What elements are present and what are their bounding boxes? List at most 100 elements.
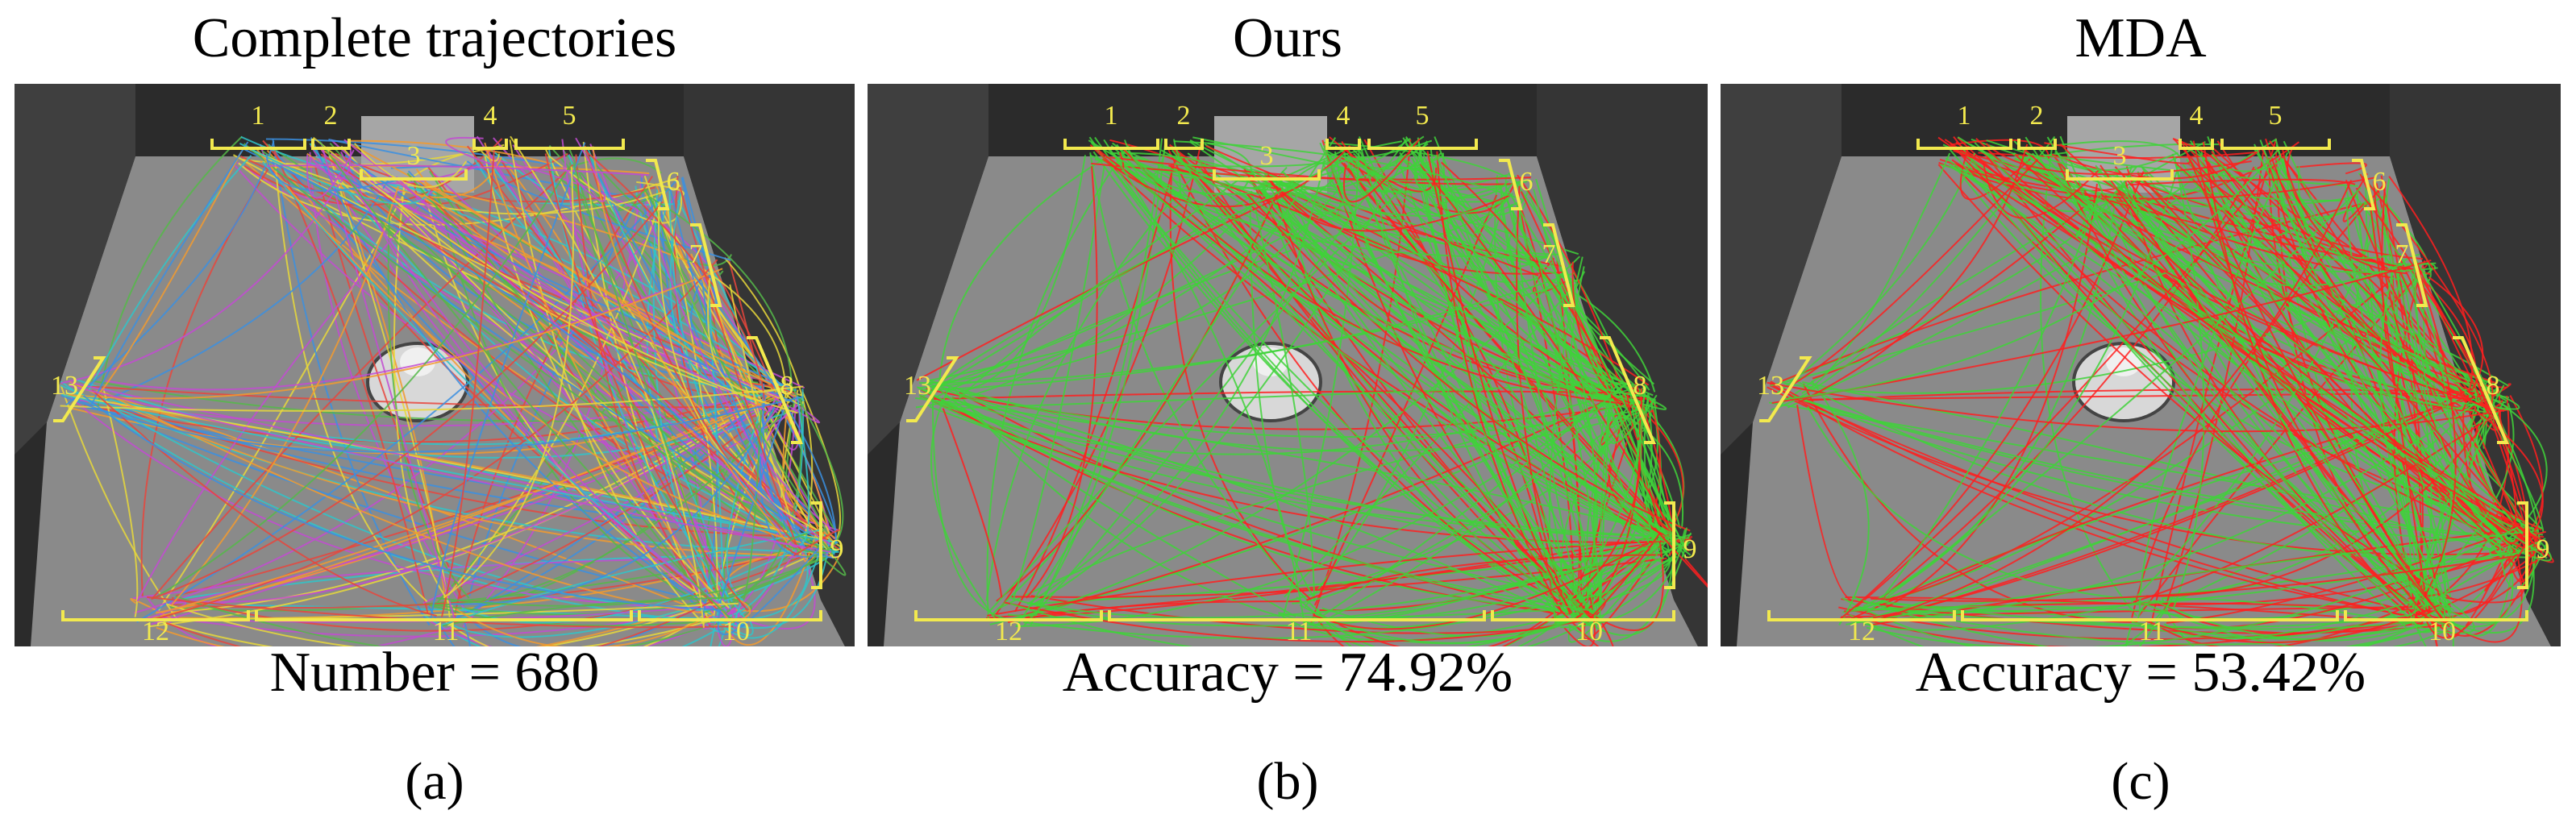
trajectory-path [793, 529, 841, 557]
region-bracket [1108, 610, 1486, 621]
trajectory-path [481, 150, 500, 162]
trajectory-path [1123, 139, 1252, 195]
trajectory-path [456, 609, 714, 646]
trajectory-path [434, 187, 688, 263]
trajectory-path [348, 139, 552, 165]
trajectory-path [1586, 543, 1664, 632]
trajectory-path [390, 164, 514, 169]
trajectory-path [1948, 163, 2536, 533]
region-label: 5 [563, 101, 576, 131]
region-label: 12 [995, 617, 1022, 646]
trajectory-path [1850, 390, 2497, 620]
trajectory-path [2100, 193, 2542, 531]
trajectory-path [1007, 600, 1300, 623]
trajectory-path [509, 139, 705, 625]
trajectory-path [1944, 139, 2504, 412]
region-bracket [210, 139, 306, 150]
trajectory-path [929, 405, 1584, 600]
trajectory-path [1850, 388, 2499, 623]
trajectory-path [1567, 529, 1677, 643]
trajectory-path [2075, 165, 2138, 238]
trajectory-path [986, 143, 1130, 620]
trajectory-path [424, 181, 771, 398]
trajectory-path [1113, 153, 1666, 542]
trajectory-path [2388, 176, 2474, 411]
trajectory-path [1533, 189, 1650, 543]
trajectory-path [1112, 142, 1667, 554]
trajectory-path [647, 195, 793, 391]
region-label: 10 [2428, 617, 2456, 646]
trajectory-path [2413, 259, 2524, 555]
trajectory-path [2129, 178, 2356, 186]
trajectory-path [1871, 555, 2514, 602]
trajectory-path [572, 164, 721, 600]
trajectory-path [938, 156, 1108, 389]
trajectory-path [267, 164, 649, 177]
trajectory-path [1950, 139, 2050, 160]
region-label: 8 [780, 371, 794, 401]
trajectory-path [1882, 166, 2255, 598]
trajectory-path [714, 596, 751, 627]
trajectory-path [2416, 274, 2453, 607]
region-bracket [2517, 501, 2528, 589]
trajectory-path [942, 408, 1003, 598]
trajectory-path [644, 203, 832, 530]
trajectory-path [947, 382, 1623, 410]
trajectory-path [175, 595, 705, 646]
left-wall [15, 84, 135, 455]
trajectory-path [142, 601, 187, 621]
region-label: 13 [904, 371, 931, 401]
panel-stat: Accuracy = 74.92% [1062, 642, 1513, 704]
trajectory-path [548, 155, 682, 224]
trajectory-path [1862, 599, 2151, 631]
trajectory-path [2163, 152, 2264, 612]
trajectory-path [1837, 171, 2145, 622]
region-bracket [1367, 139, 1478, 150]
panel-title: MDA [2075, 7, 2207, 69]
trajectory-path [154, 166, 571, 598]
panel-label: (c) [2111, 752, 2170, 811]
region-label: 7 [689, 239, 703, 269]
region-label: 4 [2190, 101, 2204, 131]
trajectory-path [335, 160, 719, 605]
trajectory-path [468, 605, 702, 646]
trajectory-path [484, 142, 730, 622]
region-bracket [311, 139, 351, 150]
region-label: 4 [484, 101, 497, 131]
trajectory-path [1358, 136, 1654, 560]
panel-title: Ours [1232, 7, 1343, 69]
trajectory-path [1165, 144, 1596, 621]
trajectory-path [707, 277, 779, 393]
trajectory-path [1249, 193, 1317, 600]
region-label: 1 [252, 101, 265, 131]
region-bracket [2066, 169, 2174, 181]
trajectory-path [688, 268, 838, 544]
trajectory-path [2407, 608, 2454, 646]
trajectory-path [395, 176, 835, 548]
trajectory-path [1103, 139, 1305, 625]
trajectory-path [1504, 186, 1678, 546]
trajectory-path [1571, 261, 1622, 406]
trajectory-path [1511, 204, 1579, 597]
trajectory-path [931, 158, 1348, 388]
trajectory-path [2211, 151, 2472, 401]
trajectory-path [1807, 405, 2133, 600]
trajectory-path [1319, 142, 1601, 622]
trajectory-path [1838, 606, 2453, 641]
trajectory-path [1026, 160, 1325, 605]
trajectory-path [445, 136, 497, 168]
trajectory-path [1030, 138, 1163, 626]
trajectory-path [2412, 253, 2489, 414]
trajectory-path [814, 531, 847, 576]
trajectory-path [1978, 151, 2260, 160]
region-bracket [906, 356, 959, 422]
trajectory-path [775, 399, 837, 546]
trajectory-path [1866, 187, 2362, 613]
trajectory-path [1771, 259, 2432, 405]
region-bracket [2017, 139, 2057, 150]
trajectory-path [2128, 185, 2405, 287]
trajectory-path [60, 385, 179, 621]
trajectory-path [2046, 136, 2420, 628]
region-bracket [2396, 223, 2428, 307]
